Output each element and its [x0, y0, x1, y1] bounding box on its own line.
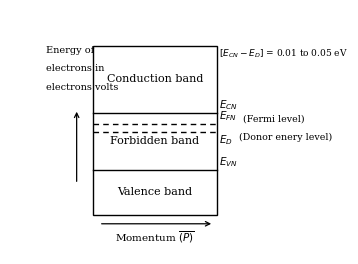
- Text: Energy of: Energy of: [46, 46, 95, 55]
- Text: electrons volts: electrons volts: [46, 82, 118, 92]
- Text: Conduction band: Conduction band: [107, 74, 203, 84]
- Text: (Fermi level): (Fermi level): [243, 114, 304, 123]
- Text: Momentum $\overline{(P)}$: Momentum $\overline{(P)}$: [115, 229, 195, 244]
- Text: $[E_{CN}-E_{D}]$ = 0.01 to 0.05 eV: $[E_{CN}-E_{D}]$ = 0.01 to 0.05 eV: [219, 48, 348, 60]
- Text: (Donor enery level): (Donor enery level): [239, 133, 332, 142]
- Text: $E_{CN}$: $E_{CN}$: [219, 98, 238, 112]
- Text: $E_{FN}$: $E_{FN}$: [219, 110, 237, 123]
- Text: $E_{VN}$: $E_{VN}$: [219, 155, 238, 169]
- Bar: [93, 46, 217, 215]
- Text: Forbidden band: Forbidden band: [111, 136, 200, 147]
- Text: Valence band: Valence band: [117, 187, 193, 197]
- Text: electrons in: electrons in: [46, 64, 105, 73]
- Text: $E_{D}$: $E_{D}$: [219, 133, 233, 147]
